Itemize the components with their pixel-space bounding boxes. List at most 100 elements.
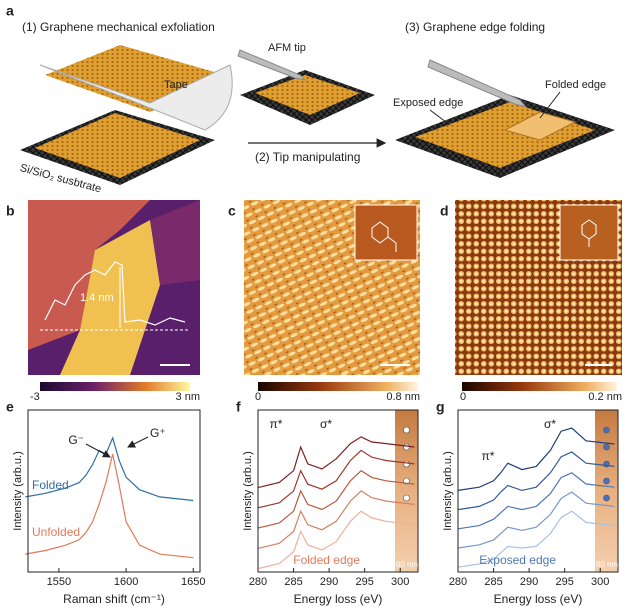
spectrum-line	[25, 453, 194, 559]
panel-label: b	[6, 203, 15, 219]
spectrum-line	[457, 510, 615, 568]
spectrum-line	[257, 469, 415, 529]
graphene	[255, 75, 360, 115]
x-tick-label: 280	[449, 576, 467, 588]
step-label: (1) Graphene mechanical exfoliation	[22, 20, 215, 34]
legend-entry: Folded	[32, 478, 69, 492]
y-axis-label: Intensity (arb.u.)	[12, 451, 24, 530]
x-tick-label: 1550	[47, 576, 71, 588]
x-axis-label: Energy loss (eV)	[294, 592, 383, 606]
afm-tip	[427, 59, 528, 108]
annotation: Tape	[164, 79, 188, 91]
annotation: σ*	[320, 417, 332, 431]
panel-b: b 1.4 nm -3 3 nm	[6, 200, 200, 403]
legend-entry: Unfolded	[32, 525, 80, 539]
x-tick-label: 285	[484, 576, 502, 588]
hexagon	[581, 219, 597, 247]
annotation: AFM tip	[268, 42, 306, 54]
charts: e Folded Unfolded 1550 1600 1650 Raman shift (…	[6, 399, 619, 606]
inset	[559, 204, 619, 261]
annotation: π*	[482, 449, 495, 463]
annotation: Folded edge	[545, 79, 606, 91]
pointer	[127, 436, 149, 448]
spectrum-line	[457, 472, 615, 530]
step-label: (3) Graphene edge folding	[405, 20, 545, 34]
afm-region	[28, 200, 150, 350]
colorbar-label: 0	[255, 391, 261, 403]
folded-flap	[503, 111, 577, 141]
x-tick-label: 295	[555, 576, 573, 588]
x-tick-label: 290	[320, 576, 338, 588]
colorbar-label: 0.8 nm	[386, 391, 420, 403]
probe-point	[403, 494, 410, 502]
annotation: G⁻	[68, 433, 84, 447]
spectrum-line	[457, 451, 615, 511]
annotation: Exposed edge	[393, 97, 463, 109]
x-tick-label: 300	[391, 576, 409, 588]
afm-region	[60, 220, 160, 375]
annotation: G⁺	[150, 426, 166, 440]
x-tick-label: 285	[284, 576, 302, 588]
y-axis-label: Intensity (arb.u.)	[242, 451, 254, 530]
colorbar	[40, 382, 190, 391]
probe-point	[403, 460, 410, 468]
plot-frame	[257, 409, 419, 573]
x-tick-label: 1600	[114, 576, 138, 588]
colorbar-label: 0	[460, 391, 466, 403]
probe-point	[403, 443, 410, 451]
colorbar	[258, 382, 418, 391]
panel-label: g	[436, 399, 445, 415]
height-profile	[44, 261, 186, 326]
x-tick-label: 1650	[181, 576, 205, 588]
x-tick-label: 290	[520, 576, 538, 588]
pointer	[85, 443, 111, 458]
panel-c: c 0 0.8 nm	[228, 200, 420, 403]
panel-label: c	[228, 203, 236, 219]
x-tick-label: 300	[591, 576, 609, 588]
spectrum-line	[257, 449, 415, 509]
panel-label: e	[6, 399, 14, 415]
annotation: Folded edge	[293, 553, 360, 567]
panel-d: d 0 0.2 nm	[440, 200, 622, 403]
probe-point	[603, 443, 610, 451]
x-tick-label: 295	[355, 576, 373, 588]
probe-point	[603, 494, 610, 502]
spectrum-line	[457, 427, 615, 491]
panel-label: f	[236, 399, 241, 415]
probe-point	[603, 477, 610, 485]
probe-point	[403, 426, 410, 434]
pointer	[429, 109, 451, 126]
annotation: π*	[270, 417, 283, 431]
annotation: 1.4 nm	[80, 292, 114, 304]
graphene	[415, 102, 595, 168]
x-tick-label: 280	[249, 576, 267, 588]
step-label: (2) Tip manipulating	[255, 150, 360, 164]
panel-label: d	[440, 203, 449, 219]
panel-a: a (1) Graphene mechanical exfoliation Ta…	[6, 3, 615, 195]
graphene	[35, 113, 200, 178]
probe-point	[603, 426, 610, 434]
spectrum-line	[257, 436, 415, 489]
annotation: 90 nm	[396, 560, 419, 569]
x-axis-label: Energy loss (eV)	[494, 592, 583, 606]
x-axis-label: Raman shift (cm⁻¹)	[63, 592, 165, 606]
annotation: σ*	[544, 417, 556, 431]
colorbar	[462, 382, 617, 391]
hexagon	[371, 221, 397, 252]
plot-frame	[457, 409, 619, 573]
eels-map	[395, 410, 418, 572]
colorbar-label: -3	[30, 391, 40, 403]
inset	[354, 204, 418, 261]
spectrum-line	[457, 491, 615, 549]
annotation: 60 nm	[596, 560, 619, 569]
plot-frame	[27, 409, 201, 573]
panel-label: a	[6, 3, 14, 19]
spectrum-line	[257, 490, 415, 549]
afm-region	[150, 200, 200, 285]
tape	[39, 64, 233, 131]
eels-map	[595, 410, 618, 572]
afm-tip	[237, 49, 307, 81]
annotation: Exposed edge	[479, 553, 556, 567]
colorbar-label: 3 nm	[176, 391, 200, 403]
